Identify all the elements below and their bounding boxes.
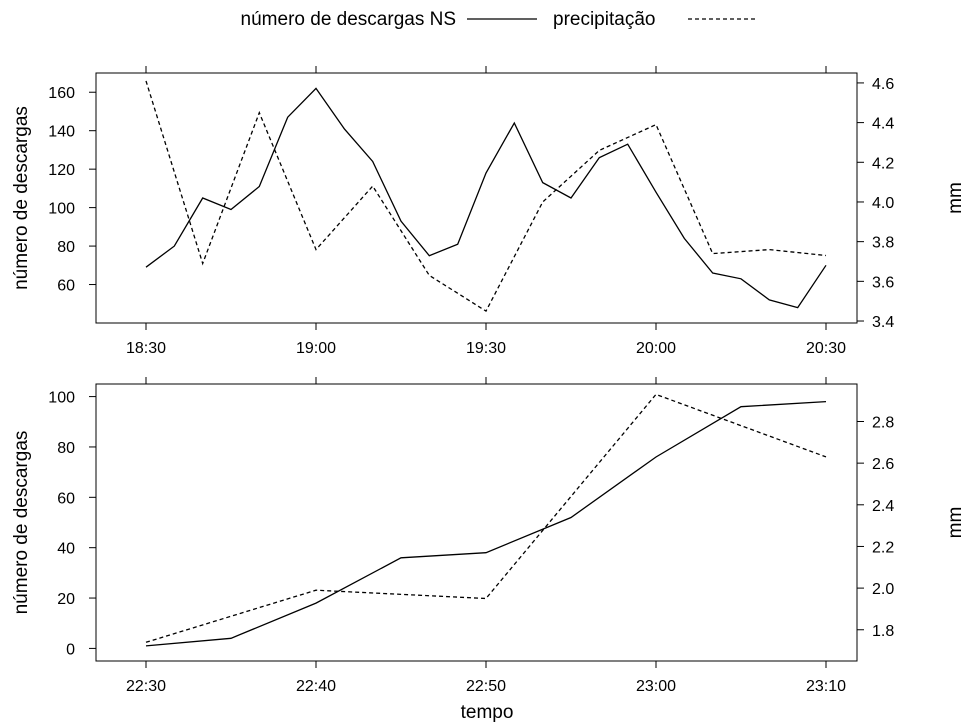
series-line-descargas: [145, 400, 827, 647]
plot-frame: [95, 72, 858, 324]
y-right-tick-label: 2.6: [872, 456, 894, 473]
y-right-tick-label: 2.2: [872, 539, 894, 556]
legend: número de descargas NS precipitação: [241, 9, 758, 30]
y-right-tick-label: 2.8: [872, 414, 894, 431]
legend-label-precipitacao: precipitação: [553, 9, 655, 30]
y-right-tick-label: 2.0: [872, 581, 894, 598]
x-tick-label: 19:00: [296, 340, 336, 357]
y-left-tick-label: 20: [57, 591, 75, 608]
y-left-axis-title: número de descargas: [11, 106, 32, 290]
y-right-tick-label: 4.0: [872, 195, 894, 212]
y-right-tick-label: 2.4: [872, 498, 894, 515]
x-tick-label: 18:30: [126, 340, 166, 357]
y-left-tick-label: 60: [57, 278, 75, 295]
y-left-tick-label: 80: [57, 440, 75, 457]
legend-label-descargas: número de descargas NS: [241, 9, 456, 30]
x-tick-label: 19:30: [466, 340, 506, 357]
series-line-descargas: [145, 87, 827, 309]
series-line-precipitacao: [145, 393, 827, 643]
x-axis-title: tempo: [461, 702, 514, 723]
panel-top: 18:30 19:00 19:30 20:00 20:30 60 80 100 120 140 16…: [11, 66, 966, 357]
x-tick-label: 20:00: [636, 340, 676, 357]
panel-bottom: 22:30 22:40 22:50 23:00 23:10 0 20 40 60 80 100 1.8…: [11, 377, 966, 695]
y-left-axis-title: número de descargas: [11, 431, 32, 615]
x-tick-label: 22:30: [126, 678, 166, 695]
y-right-tick-label: 3.6: [872, 274, 894, 291]
y-left-tick-label: 140: [48, 124, 75, 141]
y-right-axis-title: mm: [945, 182, 966, 214]
x-tick-label: 20:30: [806, 340, 846, 357]
y-right-tick-label: 1.8: [872, 623, 894, 640]
y-left-tick-label: 100: [48, 390, 75, 407]
y-left-tick-label: 0: [66, 641, 75, 658]
series-line-precipitacao: [145, 80, 827, 313]
y-left-tick-label: 40: [57, 541, 75, 558]
y-left-tick-label: 100: [48, 201, 75, 218]
y-left-tick-label: 80: [57, 239, 75, 256]
y-right-tick-label: 4.6: [872, 76, 894, 93]
x-tick-label: 23:10: [806, 678, 846, 695]
y-right-tick-label: 3.8: [872, 235, 894, 252]
y-left-tick-label: 60: [57, 490, 75, 507]
y-left-tick-label: 160: [48, 85, 75, 102]
x-tick-label: 22:40: [296, 678, 336, 695]
x-tick-label: 22:50: [466, 678, 506, 695]
y-right-axis-title: mm: [945, 507, 966, 539]
y-right-tick-label: 4.4: [872, 116, 894, 133]
x-tick-label: 23:00: [636, 678, 676, 695]
y-right-tick-label: 3.4: [872, 314, 894, 331]
y-left-tick-label: 120: [48, 162, 75, 179]
y-right-tick-label: 4.2: [872, 155, 894, 172]
plot-frame: [95, 383, 858, 662]
